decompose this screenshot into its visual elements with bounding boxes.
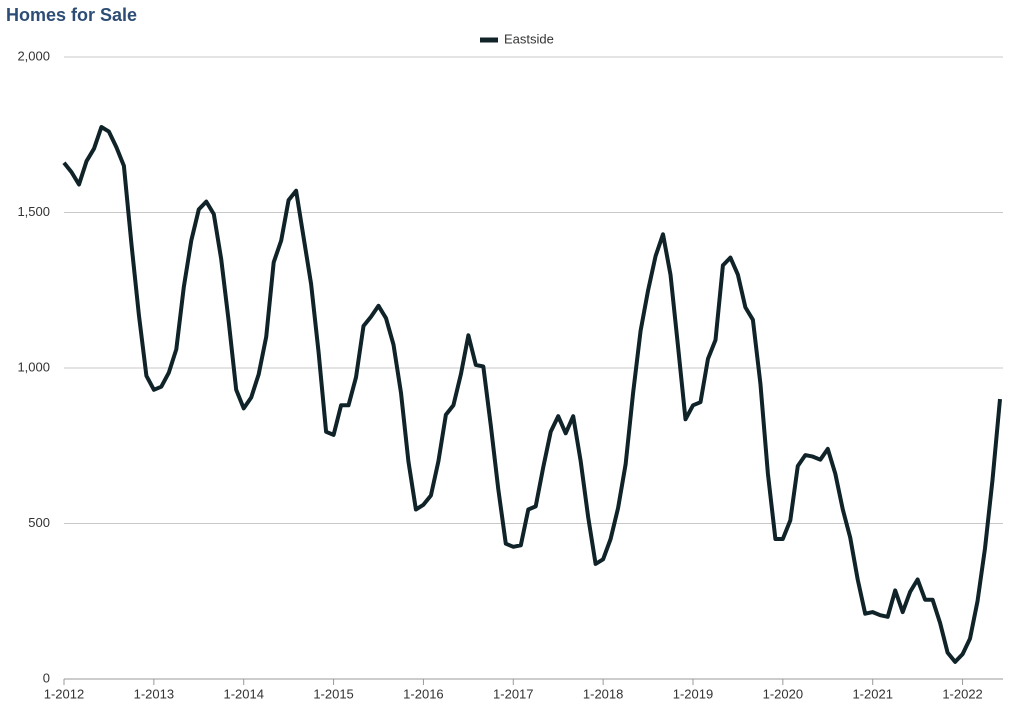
x-tick-label: 1-2014 <box>223 686 263 701</box>
x-tick-label: 1-2019 <box>673 686 713 701</box>
x-tick-label: 1-2016 <box>403 686 443 701</box>
x-tick-label: 1-2018 <box>583 686 623 701</box>
y-tick-label: 1,000 <box>17 359 50 374</box>
x-tick-label: 1-2020 <box>763 686 803 701</box>
y-tick-label: 1,500 <box>17 204 50 219</box>
x-tick-label: 1-2017 <box>493 686 533 701</box>
x-tick-label: 1-2022 <box>942 686 982 701</box>
x-tick-label: 1-2021 <box>852 686 892 701</box>
x-tick-label: 1-2012 <box>44 686 84 701</box>
y-tick-label: 0 <box>43 670 50 685</box>
x-tick-label: 1-2015 <box>313 686 353 701</box>
chart-title: Homes for Sale <box>6 5 137 25</box>
series-line <box>62 125 1002 664</box>
legend-label: Eastside <box>504 31 554 46</box>
y-tick-label: 500 <box>28 515 50 530</box>
y-tick-label: 2,000 <box>17 48 50 63</box>
x-tick-label: 1-2013 <box>134 686 174 701</box>
